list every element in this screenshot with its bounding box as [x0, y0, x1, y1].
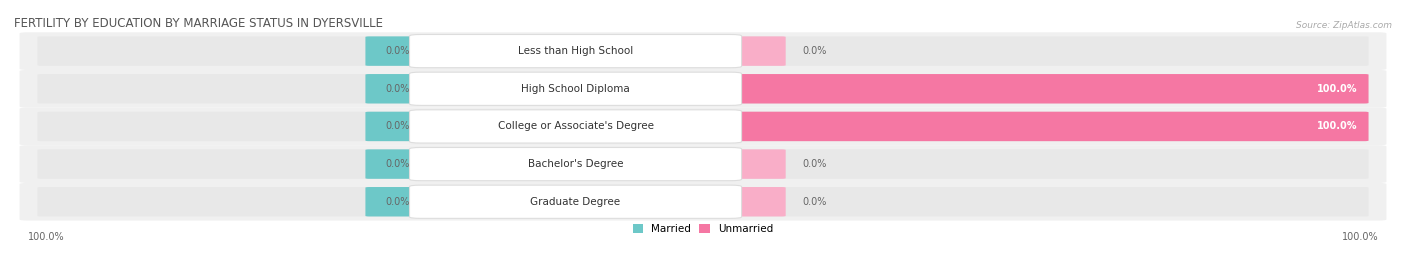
- FancyBboxPatch shape: [366, 112, 418, 141]
- FancyBboxPatch shape: [366, 74, 418, 104]
- FancyBboxPatch shape: [409, 110, 741, 143]
- Text: 100.0%: 100.0%: [28, 232, 65, 242]
- FancyBboxPatch shape: [38, 74, 418, 104]
- FancyBboxPatch shape: [734, 74, 1368, 104]
- Text: 0.0%: 0.0%: [803, 159, 827, 169]
- FancyBboxPatch shape: [366, 149, 418, 179]
- FancyBboxPatch shape: [409, 72, 741, 105]
- FancyBboxPatch shape: [366, 36, 418, 66]
- FancyBboxPatch shape: [38, 36, 418, 66]
- Text: 0.0%: 0.0%: [385, 84, 409, 94]
- FancyBboxPatch shape: [734, 36, 1368, 66]
- Text: Bachelor's Degree: Bachelor's Degree: [527, 159, 623, 169]
- FancyBboxPatch shape: [366, 187, 418, 217]
- Text: 0.0%: 0.0%: [385, 197, 409, 207]
- Text: 100.0%: 100.0%: [1317, 84, 1358, 94]
- FancyBboxPatch shape: [38, 187, 418, 217]
- FancyBboxPatch shape: [734, 187, 786, 217]
- FancyBboxPatch shape: [734, 149, 1368, 179]
- FancyBboxPatch shape: [38, 112, 418, 141]
- Text: 100.0%: 100.0%: [1317, 121, 1358, 132]
- FancyBboxPatch shape: [734, 112, 1368, 141]
- Text: 0.0%: 0.0%: [385, 121, 409, 132]
- Legend: Married, Unmarried: Married, Unmarried: [628, 220, 778, 238]
- Text: Less than High School: Less than High School: [517, 46, 633, 56]
- FancyBboxPatch shape: [38, 149, 418, 179]
- FancyBboxPatch shape: [20, 70, 1386, 108]
- FancyBboxPatch shape: [734, 112, 1368, 141]
- FancyBboxPatch shape: [734, 187, 1368, 217]
- FancyBboxPatch shape: [734, 149, 786, 179]
- Text: College or Associate's Degree: College or Associate's Degree: [498, 121, 654, 132]
- Text: Graduate Degree: Graduate Degree: [530, 197, 620, 207]
- FancyBboxPatch shape: [734, 36, 786, 66]
- Text: 0.0%: 0.0%: [803, 46, 827, 56]
- Text: 0.0%: 0.0%: [385, 159, 409, 169]
- Text: 0.0%: 0.0%: [385, 46, 409, 56]
- FancyBboxPatch shape: [20, 108, 1386, 145]
- FancyBboxPatch shape: [20, 145, 1386, 183]
- FancyBboxPatch shape: [734, 74, 1368, 104]
- FancyBboxPatch shape: [409, 147, 741, 181]
- FancyBboxPatch shape: [20, 183, 1386, 221]
- FancyBboxPatch shape: [20, 32, 1386, 70]
- Text: Source: ZipAtlas.com: Source: ZipAtlas.com: [1296, 22, 1392, 30]
- Text: FERTILITY BY EDUCATION BY MARRIAGE STATUS IN DYERSVILLE: FERTILITY BY EDUCATION BY MARRIAGE STATU…: [14, 17, 382, 30]
- Text: 100.0%: 100.0%: [1341, 232, 1378, 242]
- FancyBboxPatch shape: [409, 185, 741, 218]
- Text: High School Diploma: High School Diploma: [522, 84, 630, 94]
- FancyBboxPatch shape: [409, 34, 741, 68]
- Text: 0.0%: 0.0%: [803, 197, 827, 207]
